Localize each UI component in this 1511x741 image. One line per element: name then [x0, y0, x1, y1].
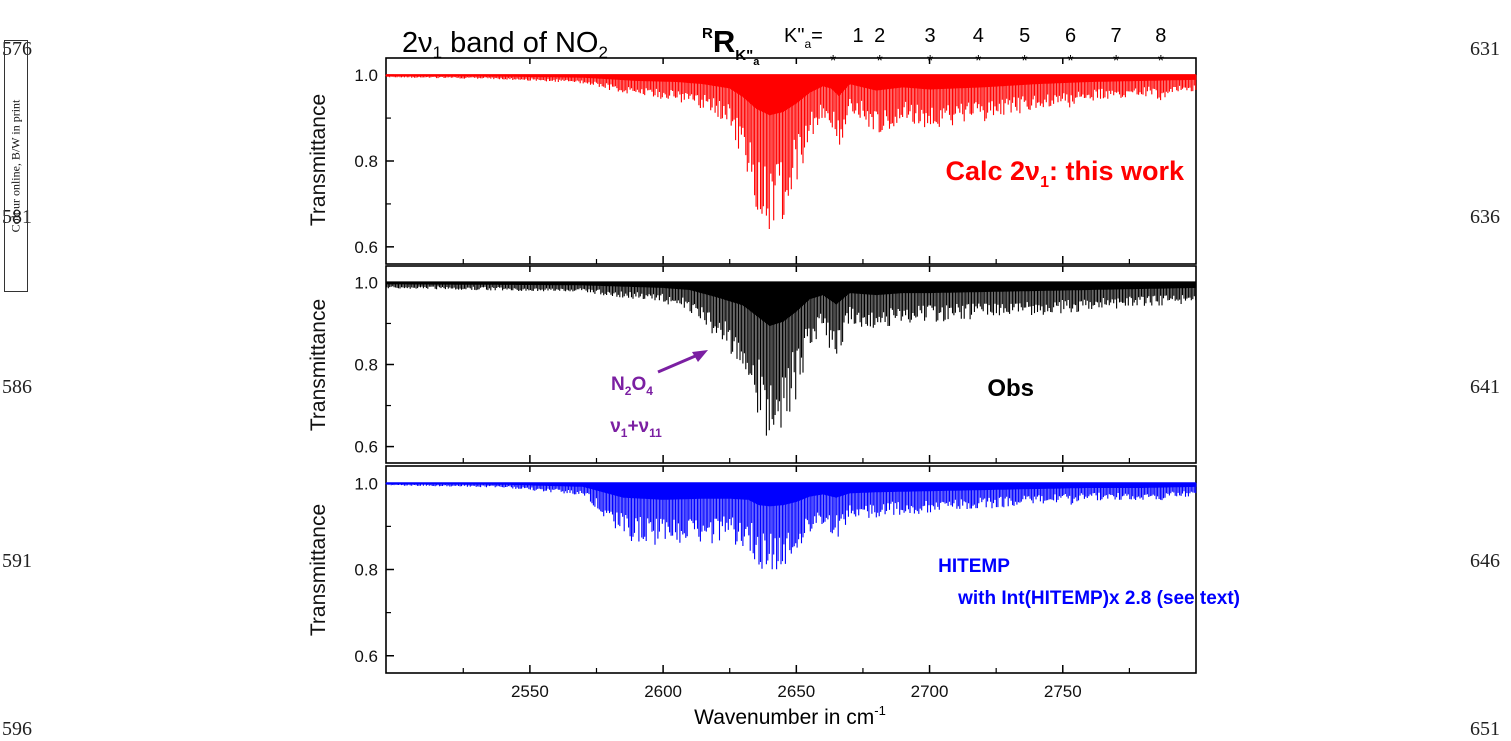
y-axis-label-hitemp: Transmittance: [307, 504, 330, 636]
x-tick-label: 2650: [777, 682, 815, 701]
y-tick-label: 0.6: [354, 647, 378, 666]
y-tick-label: 0.6: [354, 438, 378, 457]
annotation-arrow-head: [692, 350, 708, 362]
y-tick-label: 1.0: [354, 474, 378, 493]
spectrum-lines: [387, 282, 1196, 435]
k-marker: *: [1158, 53, 1164, 70]
x-tick-label: 2750: [1044, 682, 1082, 701]
k-value-label: 5: [1019, 25, 1030, 47]
spectrum-lines: [387, 483, 1196, 569]
y-tick-label: 0.8: [354, 356, 378, 375]
y-tick-label: 0.8: [354, 561, 378, 580]
k-marker: *: [975, 53, 981, 70]
y-tick-label: 0.6: [354, 238, 378, 257]
y-axis-label-obs: Transmittance: [307, 299, 330, 431]
x-tick-label: 2700: [911, 682, 949, 701]
k-marker: *: [877, 53, 883, 70]
x-tick-label: 2600: [644, 682, 682, 701]
k-value-label: 7: [1111, 25, 1122, 47]
n2o4-band-label: ν1+ν11: [610, 416, 662, 440]
x-tick-label: 2550: [511, 682, 549, 701]
k-value-label: 6: [1065, 25, 1076, 47]
k-marker: *: [1113, 53, 1119, 70]
k-value-label: 8: [1155, 25, 1166, 47]
k-marker: *: [1022, 53, 1028, 70]
k-marker: *: [1067, 53, 1073, 70]
k-value-label: 1: [852, 25, 863, 47]
hitemp-series-label: HITEMP: [938, 556, 1010, 577]
y-axis-label-calc: Transmittance: [307, 94, 330, 226]
annotation-arrow-shaft: [658, 354, 700, 372]
branch-label: RRK"a: [702, 24, 760, 68]
k-value-label: 4: [973, 25, 984, 47]
hitemp-scaling-note: with Int(HITEMP)x 2.8 (see text): [957, 588, 1240, 609]
k-marker: *: [830, 53, 836, 70]
k-values: 1*2*3*4*5*6*7*8*: [830, 25, 1166, 70]
obs-series-label: Obs: [987, 375, 1034, 402]
band-title: 2ν1 band of NO2: [402, 27, 608, 62]
spectrum-lines: [387, 75, 1196, 229]
y-tick-label: 1.0: [354, 273, 378, 292]
spectra-layer: [386, 75, 1196, 569]
k-value-label: 3: [925, 25, 936, 47]
k-label: K"a=: [784, 25, 823, 51]
k-value-label: 2: [874, 25, 885, 47]
x-axis-label: Wavenumber in cm-1: [694, 703, 886, 729]
y-tick-label: 1.0: [354, 66, 378, 85]
y-tick-label: 0.8: [354, 152, 378, 171]
calc-series-label: Calc 2ν1: this work: [946, 156, 1185, 191]
n2o4-annotation: N2O4: [611, 374, 653, 398]
